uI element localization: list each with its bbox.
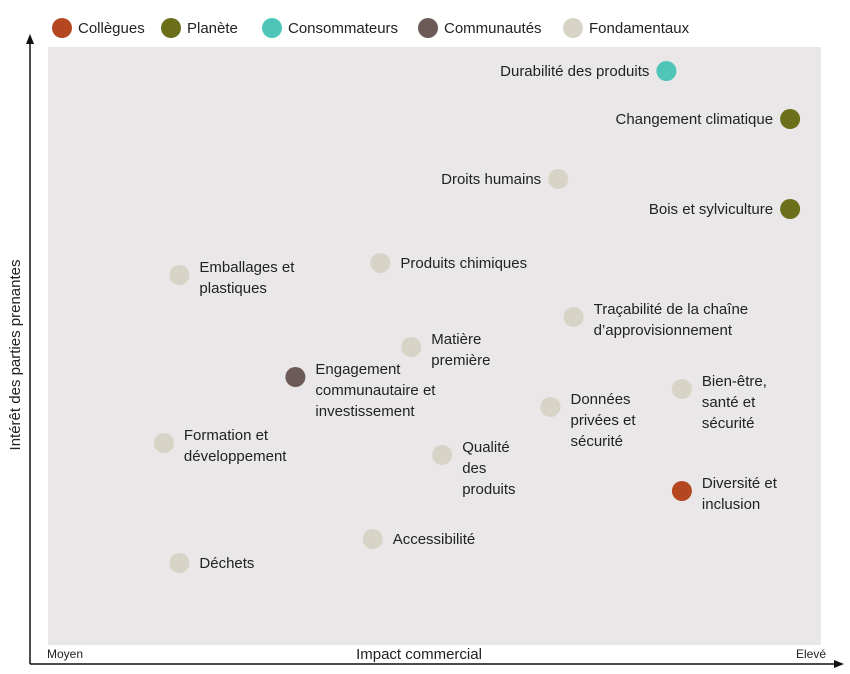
data-point-group: Déchets — [169, 553, 254, 573]
legend-item-planete: Planète — [161, 18, 238, 38]
x-axis-arrow — [834, 660, 844, 668]
data-point-label: Droits humains — [441, 171, 541, 188]
data-point-marker — [153, 433, 174, 453]
data-point-marker — [671, 379, 692, 399]
legend-label-planete: Planète — [187, 20, 238, 37]
legend-label-fondamentaux: Fondamentaux — [589, 20, 690, 37]
data-point-marker — [169, 265, 190, 285]
data-point-group: Formation et développement — [153, 427, 287, 465]
data-point-group: Engagement communautaire et investissement — [285, 361, 436, 420]
data-point-label: des — [462, 460, 486, 477]
x-axis-title: Impact commercial — [356, 646, 482, 663]
data-point-label: santé et — [702, 394, 756, 411]
data-point-label: Données — [571, 391, 631, 408]
data-point-group: Droits humains — [441, 169, 569, 189]
data-point-group: Bois et sylviculture — [649, 199, 801, 219]
legend-item-collegues: Collègues — [52, 18, 145, 38]
data-point-label: Emballages et — [199, 259, 295, 276]
data-point-label: Changement climatique — [616, 111, 774, 128]
data-point-marker — [563, 307, 584, 327]
data-point-label: développement — [184, 448, 287, 465]
data-point-group: Durabilité des produits — [500, 61, 677, 81]
plot-area — [48, 47, 821, 645]
data-point-label: sécurité — [702, 415, 755, 432]
data-point-label: Bien-être, — [702, 373, 767, 390]
data-point-group: Produits chimiques — [370, 253, 527, 273]
legend-swatch-planete — [161, 18, 181, 38]
data-point-label: Déchets — [199, 555, 254, 572]
legend-item-communautes: Communautés — [418, 18, 542, 38]
legend-swatch-communautes — [418, 18, 438, 38]
data-point-label: première — [431, 352, 490, 369]
data-point-label: produits — [462, 481, 515, 498]
legend: Collègues Planète Consommateurs Communautés… — [52, 18, 690, 38]
data-point-group: Changement climatique — [616, 109, 801, 129]
data-point-marker — [401, 337, 422, 357]
data-point-group: Diversité et inclusion — [671, 475, 778, 513]
data-point-group: Bien-être, santé et sécurité — [671, 373, 767, 432]
data-point-label: Durabilité des produits — [500, 63, 649, 80]
data-point-group: Emballages et plastiques — [169, 259, 295, 297]
data-point-label: plastiques — [199, 280, 267, 297]
legend-label-collegues: Collègues — [78, 20, 145, 37]
data-point-group: Qualité des produits — [432, 439, 516, 498]
data-point-label: Traçabilité de la chaîne — [594, 301, 749, 318]
data-point-label: Bois et sylviculture — [649, 201, 773, 218]
data-point-label: Produits chimiques — [400, 255, 527, 272]
legend-item-consommateurs: Consommateurs — [262, 18, 398, 38]
data-point-label: Matière — [431, 331, 481, 348]
data-point-label: inclusion — [702, 496, 760, 513]
data-point-marker — [285, 367, 306, 387]
data-point-marker — [362, 529, 383, 549]
legend-swatch-fondamentaux — [563, 18, 583, 38]
data-point-label: Engagement — [315, 361, 401, 378]
x-axis-min-label: Moyen — [47, 647, 83, 661]
y-axis-title: Intérêt des parties prenantes — [7, 260, 24, 451]
x-axis-max-label: Elevé — [796, 647, 826, 661]
data-point-marker — [548, 169, 569, 189]
data-point-label: sécurité — [571, 433, 624, 450]
data-points: Durabilité des produits Changement climat… — [153, 61, 801, 573]
data-point-label: communautaire et — [315, 382, 436, 399]
data-point-marker — [780, 109, 801, 129]
data-point-label: Qualité — [462, 439, 510, 456]
data-point-label: Accessibilité — [393, 531, 476, 548]
data-point-marker — [540, 397, 561, 417]
data-point-label: Formation et — [184, 427, 269, 444]
data-point-label: d’approvisionnement — [594, 322, 733, 339]
data-point-label: investissement — [315, 403, 415, 420]
data-point-marker — [432, 445, 453, 465]
data-point-label: Diversité et — [702, 475, 778, 492]
data-point-marker — [370, 253, 391, 273]
data-point-marker — [780, 199, 801, 219]
y-axis-arrow — [26, 34, 34, 44]
legend-swatch-collegues — [52, 18, 72, 38]
data-point-group: Matière première — [401, 331, 490, 369]
data-point-label: privées et — [571, 412, 637, 429]
data-point-marker — [169, 553, 190, 573]
legend-label-communautes: Communautés — [444, 20, 542, 37]
data-point-group: Accessibilité — [362, 529, 476, 549]
data-point-group: Données privées et sécurité — [540, 391, 637, 450]
legend-label-consommateurs: Consommateurs — [288, 20, 398, 37]
data-point-marker — [656, 61, 677, 81]
legend-item-fondamentaux: Fondamentaux — [563, 18, 690, 38]
data-point-group: Traçabilité de la chaîne d’approvisionnem… — [563, 301, 749, 339]
legend-swatch-consommateurs — [262, 18, 282, 38]
data-point-marker — [671, 481, 692, 501]
